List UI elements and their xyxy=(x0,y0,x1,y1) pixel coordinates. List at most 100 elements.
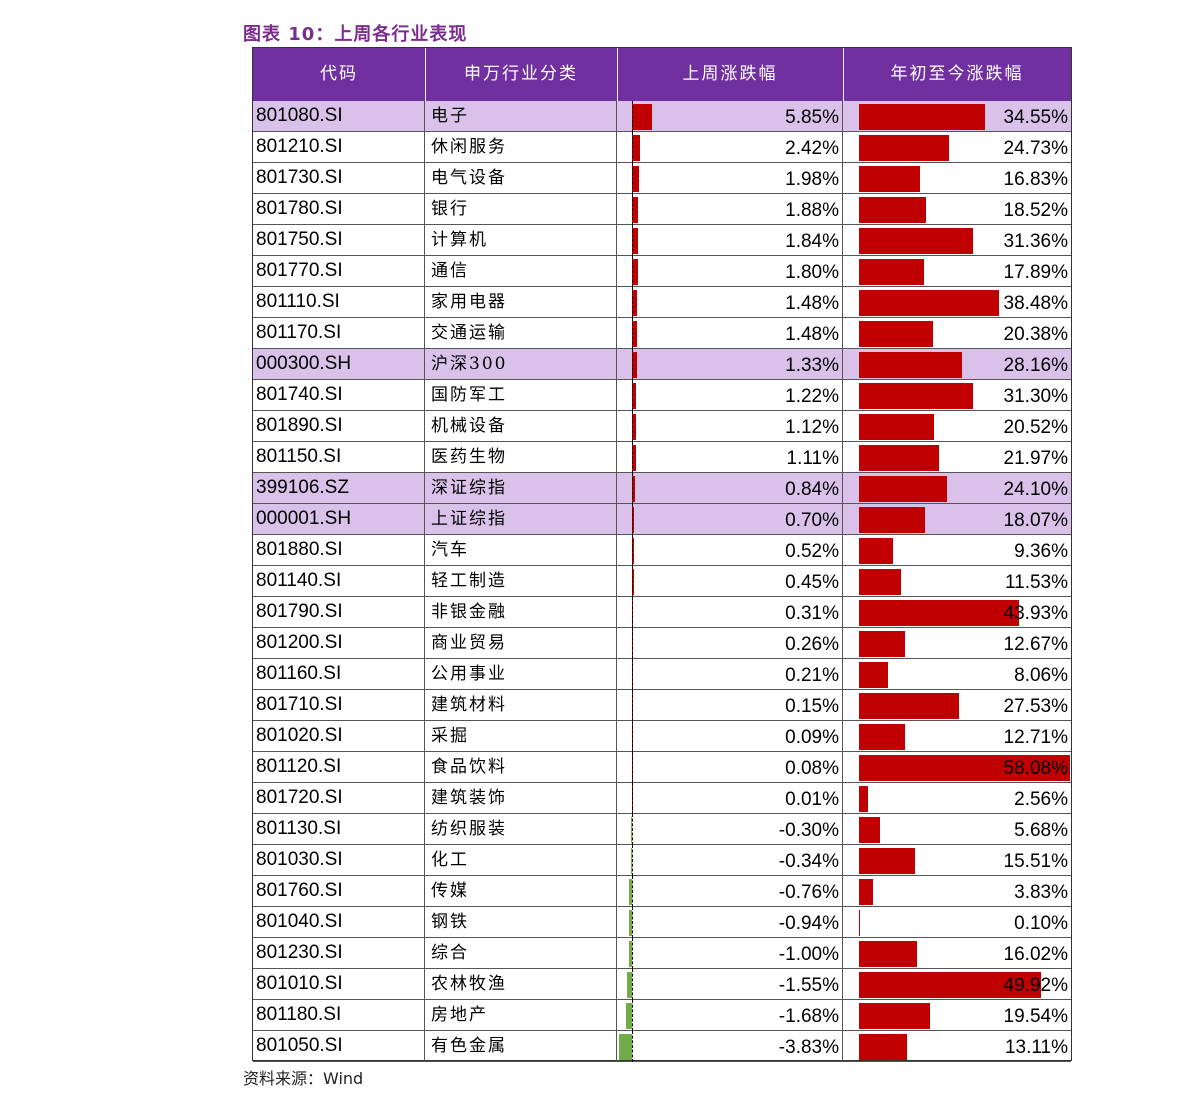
header-industry: 申万行业分类 xyxy=(464,64,578,84)
industry-name: 深证综指 xyxy=(425,473,617,504)
industry-code: 801770.SI xyxy=(253,256,425,287)
weekly-change-value: 1.22% xyxy=(785,386,839,407)
industry-name: 国防军工 xyxy=(425,380,617,411)
industry-name: 医药生物 xyxy=(425,442,617,473)
industry-code: 801880.SI xyxy=(253,535,425,566)
ytd-change-bar xyxy=(859,197,927,223)
industry-code: 801140.SI xyxy=(253,566,425,597)
weekly-change-value: 2.42% xyxy=(785,138,839,159)
industry-code: 801780.SI xyxy=(253,194,425,225)
ytd-change-bar xyxy=(859,321,934,347)
weekly-change-value: 1.33% xyxy=(785,355,839,376)
table-row: 801210.SI 休闲服务 2.42% 24.73% xyxy=(253,132,1071,163)
zero-axis-line xyxy=(632,194,633,225)
weekly-change-bar xyxy=(632,166,639,192)
table-row: 801050.SI 有色金属 -3.83% 13.11% xyxy=(253,1031,1071,1062)
industry-name: 综合 xyxy=(425,938,617,969)
ytd-change-value: 34.55% xyxy=(1003,107,1068,128)
ytd-change-value: 12.67% xyxy=(1003,634,1068,655)
zero-axis-line xyxy=(632,659,633,690)
ytd-change-bar xyxy=(859,259,925,285)
industry-name: 上证综指 xyxy=(425,504,617,535)
ytd-change-bar xyxy=(859,476,947,502)
weekly-change-bar xyxy=(632,321,638,347)
table-row: 801080.SI 电子 5.85% 34.55% xyxy=(253,101,1071,132)
ytd-change-bar xyxy=(859,352,962,378)
industry-code: 801010.SI xyxy=(253,969,425,1000)
table-row: 801230.SI 综合 -1.00% 16.02% xyxy=(253,938,1071,969)
ytd-change-value: 8.06% xyxy=(1014,665,1068,686)
industry-code: 801790.SI xyxy=(253,597,425,628)
table-row: 801770.SI 通信 1.80% 17.89% xyxy=(253,256,1071,287)
ytd-change-bar xyxy=(859,538,894,564)
weekly-change-bar xyxy=(626,972,632,998)
industry-name: 建筑装饰 xyxy=(425,783,617,814)
table-row: 801110.SI 家用电器 1.48% 38.48% xyxy=(253,287,1071,318)
industry-code: 801170.SI xyxy=(253,318,425,349)
ytd-change-bar xyxy=(859,445,939,471)
table-row: 399106.SZ 深证综指 0.84% 24.10% xyxy=(253,473,1071,504)
industry-code: 801020.SI xyxy=(253,721,425,752)
weekly-change-value: 5.85% xyxy=(785,107,839,128)
ytd-change-bar xyxy=(859,972,1041,998)
zero-axis-line xyxy=(632,597,633,628)
industry-name: 交通运输 xyxy=(425,318,617,349)
ytd-change-value: 49.92% xyxy=(1003,975,1068,996)
ytd-change-value: 5.68% xyxy=(1014,820,1068,841)
industry-code: 801740.SI xyxy=(253,380,425,411)
ytd-change-bar xyxy=(859,569,901,595)
weekly-change-value: 0.15% xyxy=(785,696,839,717)
industry-name: 机械设备 xyxy=(425,411,617,442)
ytd-change-value: 24.73% xyxy=(1003,138,1068,159)
ytd-change-value: 18.52% xyxy=(1003,200,1068,221)
weekly-change-value: 0.45% xyxy=(785,572,839,593)
zero-axis-line xyxy=(632,752,633,783)
industry-name: 汽车 xyxy=(425,535,617,566)
ytd-change-value: 2.56% xyxy=(1014,789,1068,810)
industry-name: 房地产 xyxy=(425,1000,617,1031)
zero-axis-line xyxy=(632,907,633,938)
weekly-change-value: 0.52% xyxy=(785,541,839,562)
zero-axis-line xyxy=(632,504,633,535)
weekly-change-value: 0.01% xyxy=(785,789,839,810)
zero-axis-line xyxy=(632,349,633,380)
zero-axis-line xyxy=(632,876,633,907)
table-row: 801730.SI 电气设备 1.98% 16.83% xyxy=(253,163,1071,194)
weekly-change-bar xyxy=(632,104,652,130)
industry-code: 399106.SZ xyxy=(253,473,425,504)
weekly-change-value: 1.11% xyxy=(786,448,839,469)
industry-name: 商业贸易 xyxy=(425,628,617,659)
ytd-change-value: 3.83% xyxy=(1014,882,1068,903)
industry-name: 化工 xyxy=(425,845,617,876)
weekly-change-value: 0.26% xyxy=(785,634,839,655)
table-row: 801010.SI 农林牧渔 -1.55% 49.92% xyxy=(253,969,1071,1000)
industry-code: 801710.SI xyxy=(253,690,425,721)
table-row: 801040.SI 钢铁 -0.94% 0.10% xyxy=(253,907,1071,938)
ytd-change-bar xyxy=(859,724,906,750)
table-header: 代码 申万行业分类 上周涨跌幅 年初至今涨跌幅 xyxy=(253,48,1071,101)
industry-name: 家用电器 xyxy=(425,287,617,318)
weekly-change-bar xyxy=(632,228,639,254)
industry-name: 通信 xyxy=(425,256,617,287)
weekly-change-value: -0.94% xyxy=(778,913,839,934)
ytd-change-value: 58.08% xyxy=(1003,758,1068,779)
weekly-change-value: 1.98% xyxy=(785,169,839,190)
industry-code: 801720.SI xyxy=(253,783,425,814)
industry-code: 000300.SH xyxy=(253,349,425,380)
header-code: 代码 xyxy=(320,64,358,84)
zero-axis-line xyxy=(632,690,633,721)
table-row: 801120.SI 食品饮料 0.08% 58.08% xyxy=(253,752,1071,783)
ytd-change-bar xyxy=(859,507,925,533)
zero-axis-line xyxy=(632,411,633,442)
ytd-change-value: 17.89% xyxy=(1003,262,1068,283)
table-row: 801140.SI 轻工制造 0.45% 11.53% xyxy=(253,566,1071,597)
table-row: 801780.SI 银行 1.88% 18.52% xyxy=(253,194,1071,225)
weekly-change-value: -0.76% xyxy=(778,882,839,903)
industry-name: 计算机 xyxy=(425,225,617,256)
ytd-change-bar xyxy=(859,786,869,812)
table-row: 801710.SI 建筑材料 0.15% 27.53% xyxy=(253,690,1071,721)
industry-name: 电子 xyxy=(425,101,617,132)
zero-axis-line xyxy=(632,132,633,163)
industry-name: 建筑材料 xyxy=(425,690,617,721)
industry-name: 轻工制造 xyxy=(425,566,617,597)
